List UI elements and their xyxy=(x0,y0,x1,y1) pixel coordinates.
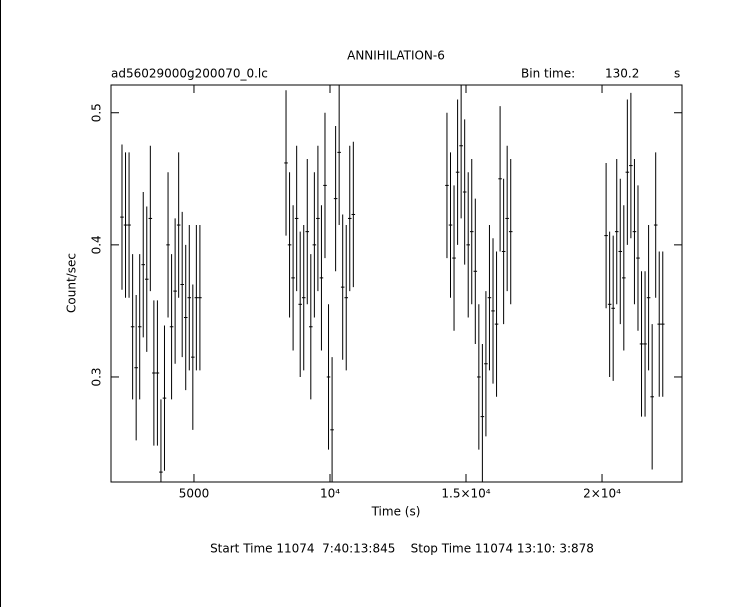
x-axis-label: Time (s) xyxy=(371,505,421,519)
y-tick-label: 0.3 xyxy=(90,367,104,386)
footer: Start Time 11074 7:40:13:845 Stop Time 1… xyxy=(210,542,594,556)
bin-time: 130.2 xyxy=(605,67,639,81)
x-tick-label: 1.5×10⁴ xyxy=(441,487,490,501)
file-name: ad56029000g200070_0.lc xyxy=(111,67,268,81)
y-axis-label: Count/sec xyxy=(65,253,79,313)
bin-time-label: Bin time: xyxy=(521,67,575,81)
x-tick-label: 10⁴ xyxy=(320,487,340,501)
y-tick-label: 0.4 xyxy=(90,235,104,254)
chart-title: ANNIHILATION-6 xyxy=(347,49,445,63)
plot-area xyxy=(120,85,665,482)
x-tick-label: 2×10⁴ xyxy=(583,487,621,501)
y-tick-label: 0.5 xyxy=(90,103,104,122)
x-tick-label: 5000 xyxy=(179,487,210,501)
plot-frame xyxy=(110,84,683,483)
bin-unit: s xyxy=(674,67,680,81)
